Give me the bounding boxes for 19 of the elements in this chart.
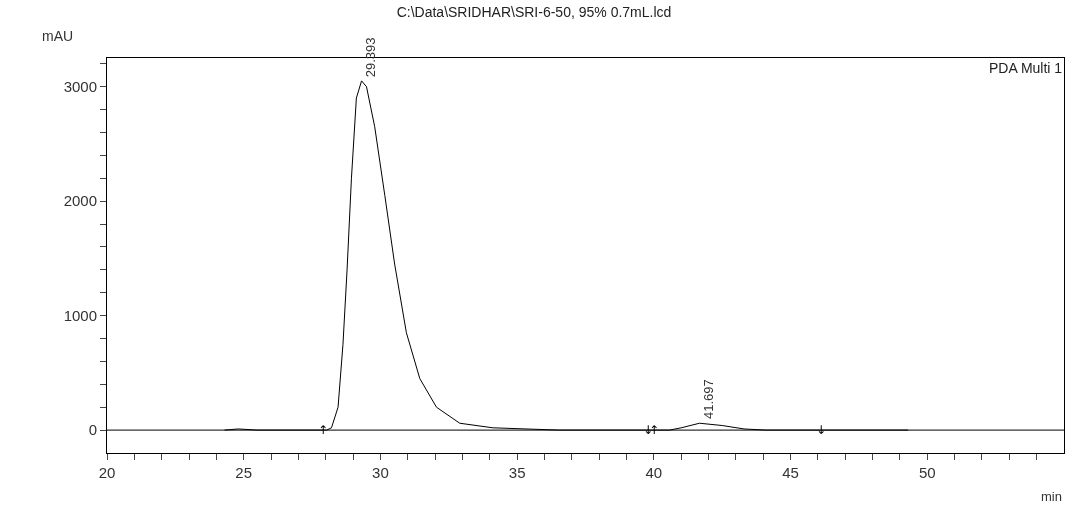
x-tick-label: 45 <box>782 464 799 481</box>
y-axis-title: mAU <box>42 28 74 44</box>
x-tick-label: 35 <box>508 464 526 481</box>
annotation: 29.393 <box>363 37 379 78</box>
annotation: ↓ <box>816 423 827 437</box>
chart-title: C:\Data\SRIDHAR\SRI-6-50, 95% 0.7mL.lcd <box>396 4 672 21</box>
annotation: ↑ <box>318 423 329 437</box>
y-tick-label: 1000 <box>63 306 97 324</box>
x-tick-label: 40 <box>645 464 663 481</box>
y-tick-label: 2000 <box>63 192 97 210</box>
x-tick-label: 20 <box>98 464 116 481</box>
x-axis-title: min <box>1041 489 1062 504</box>
annotation: 41.697 <box>700 379 716 419</box>
x-tick-label: 30 <box>372 464 389 481</box>
x-tick-label: 50 <box>918 464 936 481</box>
y-tick-label: 0 <box>88 421 97 439</box>
y-tick-label: 3000 <box>63 77 97 95</box>
x-tick-label: 25 <box>235 464 253 481</box>
annotation: PDA Multi 1 <box>989 60 1063 76</box>
